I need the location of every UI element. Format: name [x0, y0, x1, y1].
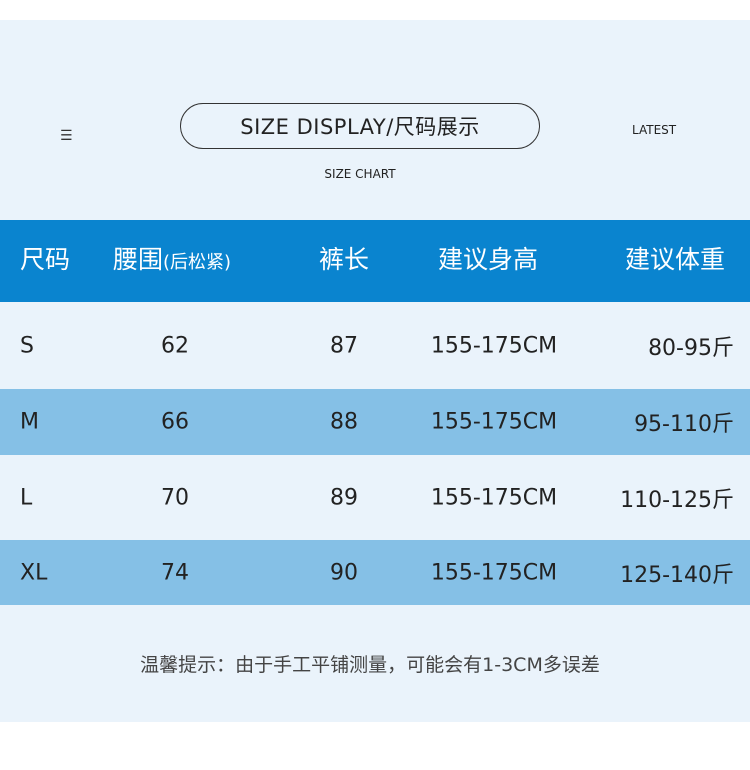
latest-label: LATEST — [632, 123, 677, 137]
page-title: SIZE DISPLAY/尺码展示 — [240, 115, 480, 139]
measurement-note: 温馨提示：由于手工平铺测量，可能会有1-3CM多误差 — [140, 654, 600, 676]
col-size: 尺码 — [20, 245, 71, 274]
cell-length: 88 — [330, 409, 358, 435]
subtitle: SIZE CHART — [324, 167, 396, 181]
col-weight: 建议体重 — [625, 245, 726, 274]
cell-length: 87 — [330, 333, 358, 358]
table-header: 尺码 腰围(后松紧) 裤长 建议身高 建议体重 — [0, 220, 750, 302]
cell-weight: 125-140斤 — [620, 562, 734, 588]
cell-waist: 62 — [161, 333, 189, 358]
background-panel — [0, 20, 750, 722]
cell-weight: 95-110斤 — [634, 412, 734, 437]
col-length: 裤长 — [319, 245, 370, 274]
col-height: 建议身高 — [438, 245, 539, 274]
cell-height: 155-175CM — [430, 409, 558, 435]
hamburger-icon: ☰ — [60, 128, 73, 144]
table-row: M 66 88 155-175CM 95-110斤 — [0, 389, 750, 455]
title-pill: SIZE DISPLAY/尺码展示 — [180, 103, 540, 149]
cell-height: 155-175CM — [430, 333, 558, 358]
cell-size: XL — [20, 560, 48, 585]
table-row: L 70 89 155-175CM 110-125斤 — [0, 455, 750, 540]
table-row: S 62 87 155-175CM 80-95斤 — [0, 302, 750, 389]
cell-waist: 66 — [161, 409, 189, 435]
col-waist-label: 腰围 — [113, 245, 164, 274]
cell-weight: 80-95斤 — [648, 335, 734, 361]
cell-height: 155-175CM — [430, 560, 558, 585]
cell-size: S — [20, 333, 34, 358]
col-waist-note: (后松紧) — [163, 252, 232, 273]
cell-length: 90 — [330, 560, 358, 585]
col-waist: 腰围(后松紧) — [113, 240, 231, 276]
cell-size: M — [20, 409, 39, 435]
table-row: XL 74 90 155-175CM 125-140斤 — [0, 540, 750, 605]
cell-length: 89 — [330, 485, 358, 510]
cell-size: L — [20, 485, 33, 510]
cell-waist: 70 — [161, 485, 189, 510]
cell-weight: 110-125斤 — [620, 487, 734, 513]
cell-waist: 74 — [161, 560, 189, 585]
cell-height: 155-175CM — [430, 485, 558, 510]
